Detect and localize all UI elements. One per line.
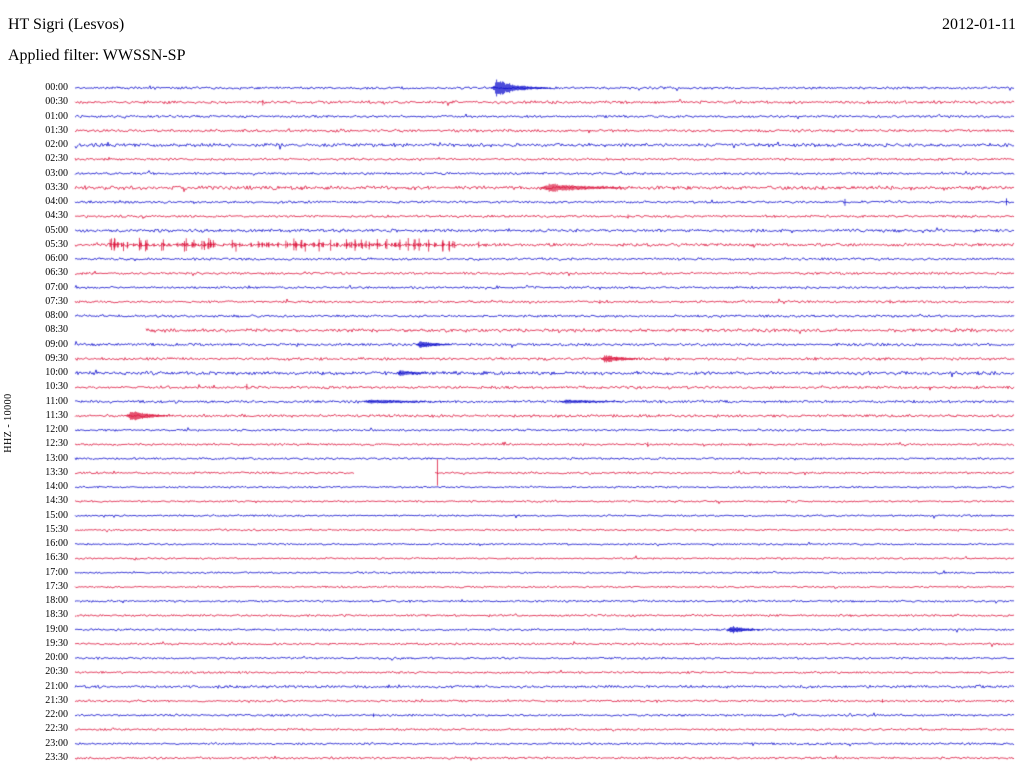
trace-time-label: 19:30 xyxy=(45,637,68,649)
trace-time-label: 02:30 xyxy=(45,153,68,165)
trace-time-label: 10:00 xyxy=(45,367,68,379)
trace-time-label: 21:30 xyxy=(45,694,68,706)
trace-time-label: 17:30 xyxy=(45,580,68,592)
trace-time-label: 20:00 xyxy=(45,652,68,664)
trace-time-label: 05:30 xyxy=(45,238,68,250)
trace-time-label: 17:00 xyxy=(45,566,68,578)
trace-time-label: 11:00 xyxy=(45,395,68,407)
trace-time-label: 22:30 xyxy=(45,723,68,735)
trace-time-label: 03:30 xyxy=(45,181,68,193)
trace-time-label: 09:30 xyxy=(45,352,68,364)
trace-time-label: 04:00 xyxy=(45,196,68,208)
trace-time-label: 01:30 xyxy=(45,124,68,136)
trace-time-label: 03:00 xyxy=(45,167,68,179)
trace-time-label: 04:30 xyxy=(45,210,68,222)
trace-time-label: 07:30 xyxy=(45,295,68,307)
trace-time-label: 21:00 xyxy=(45,680,68,692)
trace-time-label: 02:00 xyxy=(45,139,68,151)
trace-time-label: 15:00 xyxy=(45,509,68,521)
trace-time-label: 12:30 xyxy=(45,438,68,450)
trace-time-label: 10:30 xyxy=(45,381,68,393)
trace-time-label: 01:00 xyxy=(45,110,68,122)
trace-time-label: 18:30 xyxy=(45,609,68,621)
trace-time-label: 14:00 xyxy=(45,481,68,493)
trace-time-label: 12:00 xyxy=(45,424,68,436)
trace-time-label: 07:00 xyxy=(45,281,68,293)
trace-time-label: 09:00 xyxy=(45,338,68,350)
trace-time-label: 08:30 xyxy=(45,324,68,336)
trace-time-label: 00:00 xyxy=(45,82,68,93)
trace-time-label: 14:30 xyxy=(45,495,68,507)
trace-time-label: 16:00 xyxy=(45,538,68,550)
trace-time-label: 05:00 xyxy=(45,224,68,236)
trace-time-label: 20:30 xyxy=(45,666,68,678)
trace-time-label: 16:30 xyxy=(45,552,68,564)
trace-time-label: 06:30 xyxy=(45,267,68,279)
trace-time-label: 13:30 xyxy=(45,466,68,478)
trace-time-label: 00:30 xyxy=(45,96,68,108)
trace-time-label: 19:00 xyxy=(45,623,68,635)
trace-time-label: 23:00 xyxy=(45,737,68,749)
trace-time-label: 11:30 xyxy=(45,409,68,421)
trace-time-label: 18:00 xyxy=(45,595,68,607)
trace-time-label: 06:00 xyxy=(45,253,68,265)
trace-time-label: 15:30 xyxy=(45,523,68,535)
trace-time-label: 08:00 xyxy=(45,310,68,322)
trace-time-label: 13:00 xyxy=(45,452,68,464)
trace-time-label: 23:30 xyxy=(45,752,68,763)
trace-time-label: 22:00 xyxy=(45,709,68,721)
